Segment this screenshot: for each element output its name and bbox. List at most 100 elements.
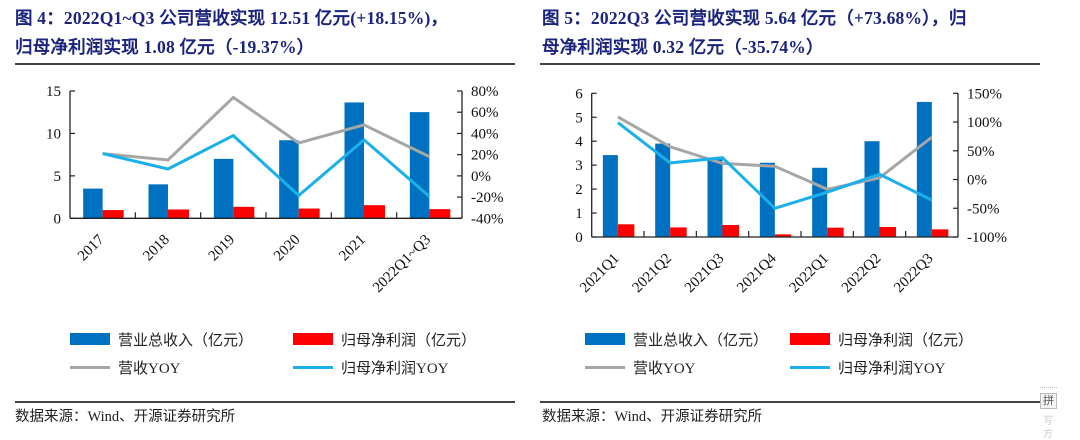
left-y-tick-label: 1 [575, 206, 583, 222]
profit-bar [429, 209, 451, 219]
figure-4-title-line2: 归母净利润实现 1.08 亿元（-19.37%） [15, 37, 315, 57]
right-y-tick-label: -100% [967, 230, 1007, 246]
revenue-bar [707, 158, 723, 237]
figure-5-source: 数据来源：Wind、开源证券研究所 [542, 409, 763, 425]
left-y-tick-label: 5 [54, 169, 62, 185]
right-y-tick-label: 20% [471, 148, 499, 164]
legend-swatch-revenue-yoy-line [70, 365, 110, 369]
left-y-tick-label: 10 [46, 126, 61, 142]
left-y-tick-label: 5 [575, 110, 583, 126]
legend-item-revenue-yoy: 营收YOY [585, 357, 696, 377]
legend-item-profit-yoy: 归母净利润YOY [293, 357, 449, 377]
x-tick-label: 2022Q1~Q3 [370, 232, 434, 296]
profit-bar [670, 227, 687, 237]
revenue-bar [148, 184, 168, 219]
x-tick-label: 2018 [140, 232, 173, 265]
x-tick-label: 2019 [206, 232, 239, 265]
legend-label: 归母净利润（亿元） [341, 332, 477, 349]
right-y-tick-label: 100% [967, 115, 1002, 131]
revenue-bar [812, 167, 828, 237]
profit-bar [827, 227, 844, 237]
legend-label: 归母净利润YOY [838, 360, 946, 377]
x-tick-label: 2021Q3 [682, 251, 727, 296]
revenue-bar [864, 141, 880, 237]
revenue-bar [83, 188, 103, 219]
left-y-tick-label: 4 [575, 134, 583, 150]
ime-dotted-line [1040, 387, 1057, 388]
right-y-tick-label: -40% [471, 211, 504, 227]
legend-item-profit: 归母净利润（亿元） [790, 329, 973, 349]
profit-bar [298, 208, 320, 219]
legend-item-revenue: 营业总收入（亿元） [585, 329, 768, 349]
legend-label: 归母净利润YOY [341, 360, 449, 377]
x-tick-label: 2022Q2 [839, 251, 884, 296]
legend-label: 营业总收入（亿元） [118, 332, 254, 349]
revenue-bar [213, 158, 234, 219]
right-y-tick-label: 60% [471, 105, 499, 121]
ime-faint-char: 写 [1043, 416, 1053, 427]
right-y-tick-label: -50% [967, 201, 1000, 217]
profit-bar [233, 206, 255, 219]
figure-4-source: 数据来源：Wind、开源证券研究所 [15, 409, 236, 425]
profit-bar [617, 224, 635, 237]
legend-swatch-revenue-bar [585, 333, 625, 345]
right-y-tick-label: -20% [471, 190, 504, 206]
right-y-tick-label: 80% [471, 84, 499, 100]
legend-swatch-profit-yoy-line [293, 365, 333, 369]
left-y-tick-label: 6 [575, 86, 583, 102]
figure-4-panel: 图 4：2022Q1~Q3 公司营收实现 12.51 亿元(+18.15%)， … [0, 0, 540, 437]
legend-item-profit-yoy: 归母净利润YOY [790, 357, 946, 377]
title-rule [15, 63, 515, 65]
profit-bar [722, 225, 740, 237]
x-tick-label: 2021Q4 [734, 250, 780, 296]
x-tick-label: 2020 [271, 232, 304, 265]
figure-4-title: 图 4：2022Q1~Q3 公司营收实现 12.51 亿元(+18.15%)， … [15, 4, 448, 62]
figure-5-title-line2: 母净利润实现 0.32 亿元（-35.74%） [542, 37, 824, 57]
left-y-tick-label: 2 [575, 182, 583, 198]
revenue-bar [916, 101, 932, 237]
x-tick-label: 2017 [75, 231, 108, 264]
profit-bar [931, 229, 949, 237]
source-rule [540, 401, 1040, 403]
x-tick-label: 2021Q1 [577, 251, 622, 296]
revenue-bar [655, 143, 671, 237]
figure-4-title-line1: 图 4：2022Q1~Q3 公司营收实现 12.51 亿元(+18.15%)， [15, 8, 449, 28]
figure-5-title-line1: 图 5：2022Q3 公司营收实现 5.64 亿元（+73.68%），归 [542, 8, 967, 28]
source-rule [15, 401, 515, 403]
legend-swatch-profit-bar [293, 333, 333, 345]
profit-yoy-line [616, 121, 933, 210]
figure-5-panel: 图 5：2022Q3 公司营收实现 5.64 亿元（+73.68%），归 母净利… [540, 0, 1080, 437]
legend-label: 营收YOY [633, 360, 696, 377]
ime-pinyin-button[interactable]: 拼 [1040, 393, 1057, 409]
legend-label: 营收YOY [118, 360, 181, 377]
profit-yoy-line [102, 133, 431, 198]
legend-swatch-revenue-yoy-line [585, 365, 625, 369]
legend-item-revenue-yoy: 营收YOY [70, 357, 181, 377]
revenue-bar [279, 140, 299, 219]
left-y-tick-label: 0 [575, 230, 583, 246]
figure-5-title: 图 5：2022Q3 公司营收实现 5.64 亿元（+73.68%），归 母净利… [542, 4, 967, 62]
x-tick-label: 2021 [336, 232, 369, 265]
legend-label: 归母净利润（亿元） [838, 332, 974, 349]
profit-bar [102, 210, 124, 219]
legend-label: 营业总收入（亿元） [633, 332, 769, 349]
profit-bar [364, 205, 385, 219]
revenue-bar [344, 102, 364, 219]
revenue-yoy-line [617, 115, 933, 191]
legend-swatch-profit-yoy-line [790, 365, 830, 369]
revenue-bar [602, 155, 618, 237]
legend-item-profit: 归母净利润（亿元） [293, 329, 476, 349]
profit-bar [774, 234, 792, 237]
right-y-tick-label: 150% [967, 86, 1002, 102]
x-tick-label: 2021Q2 [630, 251, 675, 296]
title-rule [540, 63, 1040, 65]
right-y-tick-label: 50% [967, 144, 995, 160]
revenue-bar [409, 112, 430, 219]
legend-swatch-profit-bar [790, 333, 830, 345]
x-tick-label: 2022Q3 [891, 251, 936, 296]
right-y-tick-label: 0% [471, 169, 491, 185]
legend-swatch-revenue-bar [70, 333, 110, 345]
x-tick-label: 2022Q1 [787, 251, 832, 296]
ime-faint-char: 方 [1043, 429, 1053, 440]
